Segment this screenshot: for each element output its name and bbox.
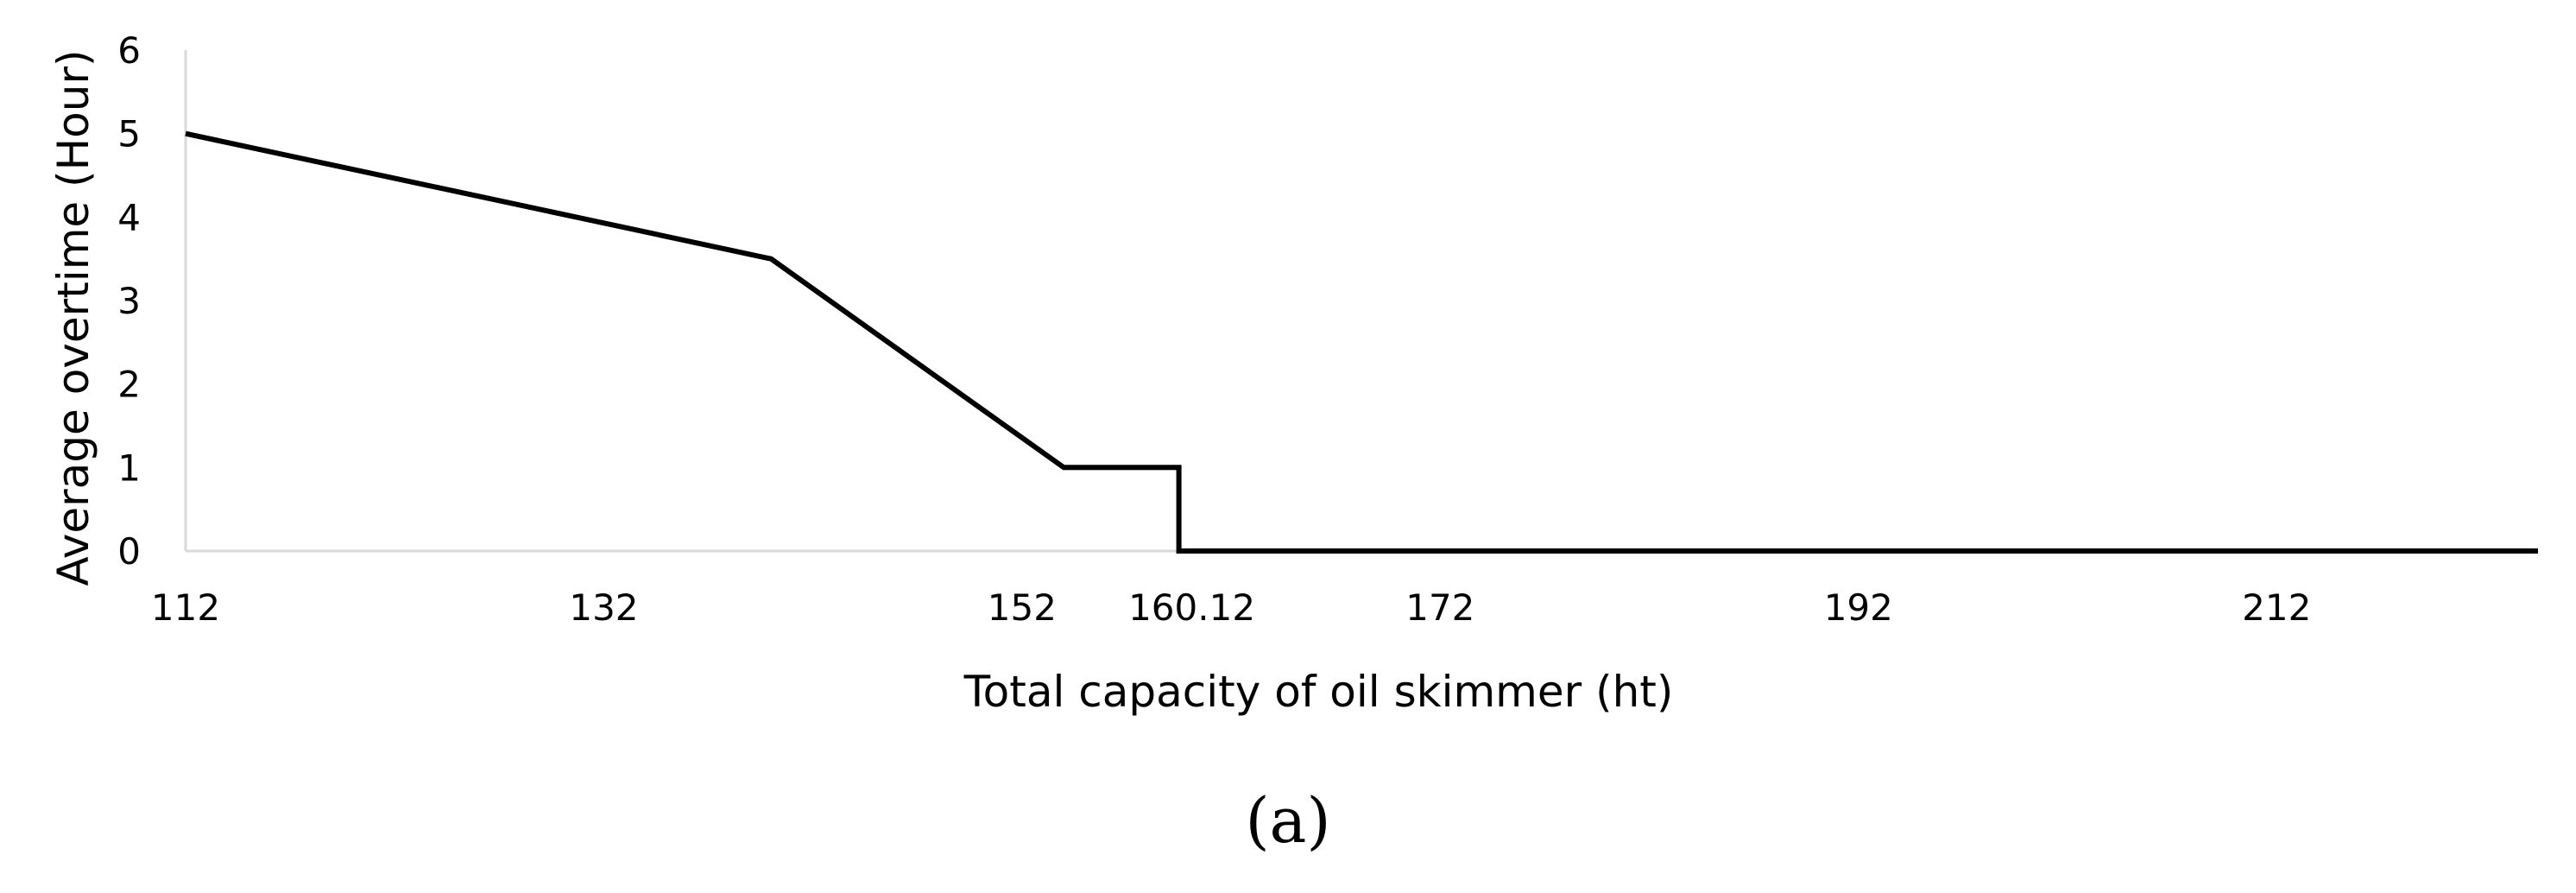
y-tick-labels: 0 1 2 3 4 5 6 — [117, 29, 141, 573]
y-tick-label: 1 — [117, 446, 141, 489]
axes — [184, 50, 2538, 553]
y-axis-title: Average overtime (Hour) — [48, 49, 98, 586]
x-tick-label: 160.12 — [1128, 586, 1255, 629]
x-tick-label: 132 — [569, 586, 638, 629]
y-tick-label: 0 — [117, 530, 141, 573]
y-tick-label: 5 — [117, 113, 141, 155]
y-tick-label: 2 — [117, 364, 141, 406]
y-tick-label: 4 — [117, 196, 141, 238]
x-tick-label: 212 — [2242, 586, 2311, 629]
figure-caption: (a) — [1245, 784, 1330, 857]
y-tick-label: 6 — [117, 29, 141, 72]
y-tick-label: 3 — [117, 280, 141, 322]
x-tick-label: 172 — [1405, 586, 1474, 629]
x-tick-label: 192 — [1824, 586, 1893, 629]
x-tick-labels: 112 132 152 160.12 172 192 212 — [151, 586, 2311, 629]
x-axis-title: Total capacity of oil skimmer (ht) — [963, 667, 1674, 717]
x-tick-label: 152 — [988, 586, 1057, 629]
series-layer — [185, 130, 2538, 554]
x-tick-label: 112 — [151, 586, 220, 629]
series-line — [185, 130, 2538, 554]
